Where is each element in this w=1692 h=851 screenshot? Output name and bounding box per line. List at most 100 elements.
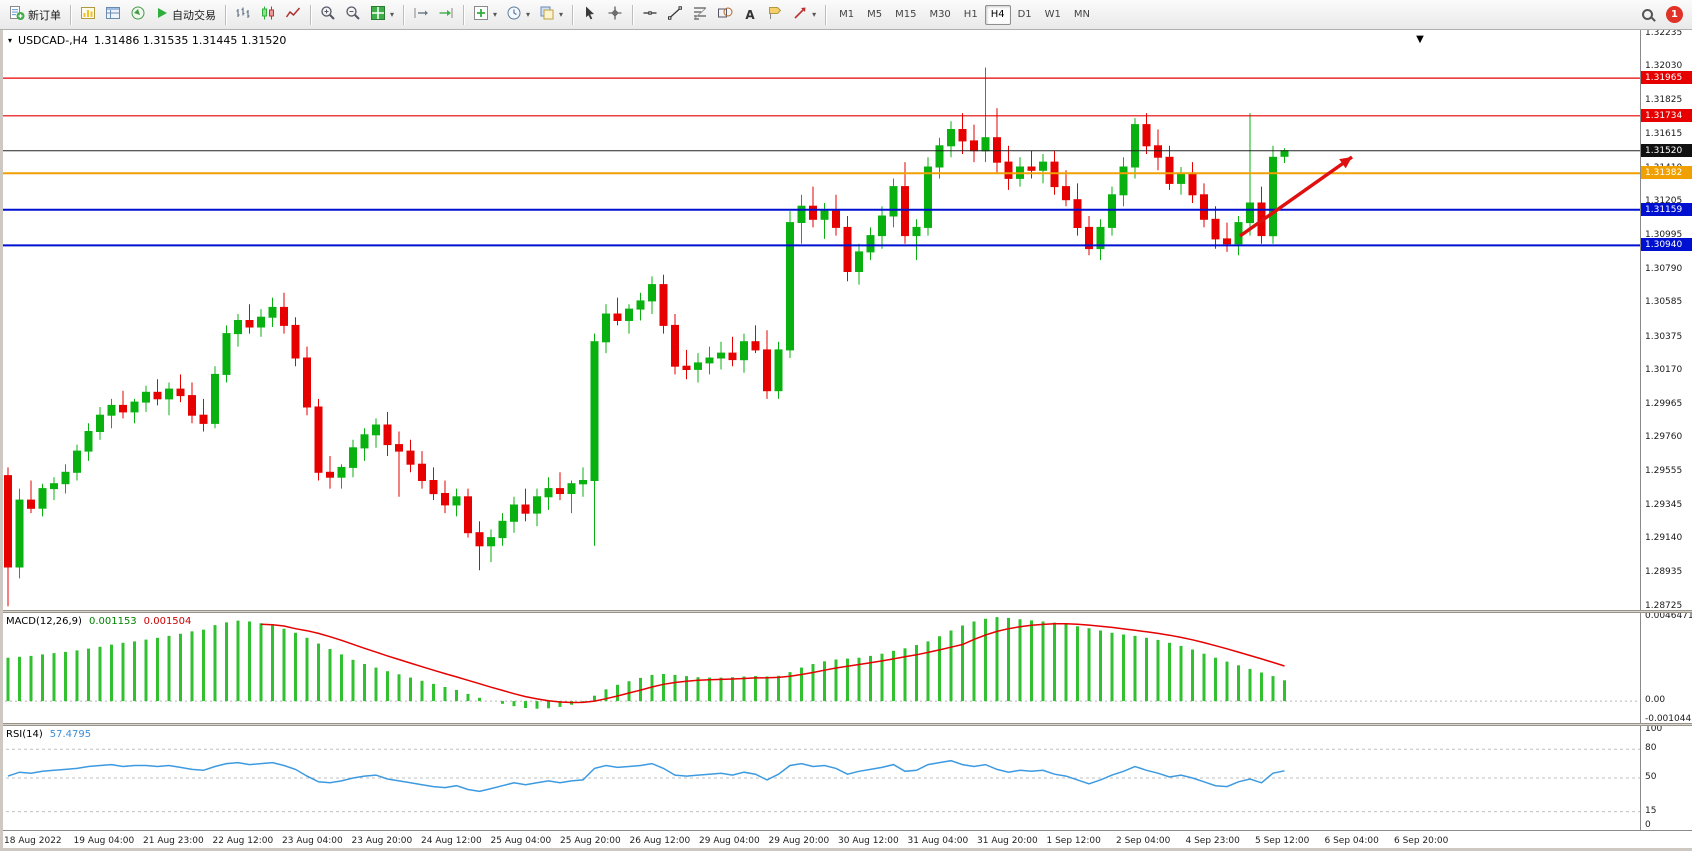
navigator-icon xyxy=(130,5,146,25)
time-axis-label: 31 Aug 04:00 xyxy=(907,836,969,846)
timeframe-d1-button[interactable]: D1 xyxy=(1017,9,1032,20)
time-axis-label: 21 Aug 23:00 xyxy=(143,836,204,846)
price-axis-label: 1.31825 xyxy=(1645,94,1683,105)
time-axis-label: 18 Aug 2022 xyxy=(4,836,62,846)
chart-shift-icon xyxy=(413,5,429,25)
charts-profile-button[interactable] xyxy=(76,3,100,27)
auto-trading-button[interactable]: 自动交易 xyxy=(151,3,220,27)
auto-trading-label: 自动交易 xyxy=(172,8,216,22)
time-axis-label: 30 Aug 12:00 xyxy=(838,836,899,846)
price-axis-label: 1.30375 xyxy=(1645,331,1683,342)
market-watch-button[interactable] xyxy=(101,3,125,27)
toolbar-separator xyxy=(463,4,465,25)
bar-chart-button[interactable] xyxy=(231,3,255,27)
time-axis-label: 1 Sep 12:00 xyxy=(1046,836,1101,846)
trendline-button[interactable] xyxy=(663,3,687,27)
price-axis-label: 1.28725 xyxy=(1645,601,1683,611)
charts-profile-icon xyxy=(80,5,96,25)
chevron-down-icon: ▾ xyxy=(812,10,817,19)
main-chart-canvas[interactable]: ▼ xyxy=(0,30,1640,610)
navigator-button[interactable] xyxy=(126,3,150,27)
zoom-out-icon xyxy=(345,5,361,25)
line-chart-button[interactable] xyxy=(281,3,305,27)
price-badge-1.31382: 1.31382 xyxy=(1641,166,1692,179)
panel-splitter[interactable] xyxy=(0,723,1692,726)
shapes-button[interactable] xyxy=(713,3,737,27)
fibonacci-icon xyxy=(692,5,708,25)
toolbar-separator xyxy=(572,4,574,25)
bar-chart-icon xyxy=(235,5,251,25)
new-order-button[interactable]: 新订单 xyxy=(5,3,65,27)
cursor-button[interactable] xyxy=(578,3,602,27)
chevron-down-icon: ▾ xyxy=(559,10,564,19)
window-bottom-edge xyxy=(0,848,1692,851)
price-axis-label: 1.30170 xyxy=(1645,365,1683,376)
chart-ohlc-values: 1.31486 1.31535 1.31445 1.31520 xyxy=(93,34,287,47)
timeframe-m5-button[interactable]: M5 xyxy=(867,9,883,20)
rsi-line xyxy=(7,759,1285,793)
price-axis-label: 1.30995 xyxy=(1645,230,1683,241)
zoom-out-button[interactable] xyxy=(341,3,365,27)
price-axis-label: 0.0046471 xyxy=(1645,611,1692,621)
macd-signal-value: 0.001504 xyxy=(143,616,192,627)
search-icon xyxy=(1642,9,1653,20)
main-chart-panel: ▼ ▾ USDCAD-,H4 1.31486 1.31535 1.31445 1… xyxy=(0,30,1692,610)
timeframe-m1-button[interactable]: M1 xyxy=(839,9,855,20)
trend-arrow-annotation[interactable] xyxy=(1238,155,1354,238)
time-axis-label: 25 Aug 20:00 xyxy=(560,836,621,846)
price-axis-label: 1.29345 xyxy=(1645,499,1683,510)
panel-splitter[interactable] xyxy=(0,610,1692,613)
time-axis-label: 23 Aug 04:00 xyxy=(282,836,343,846)
time-axis-label: 4 Sep 23:00 xyxy=(1185,836,1240,846)
auto-scroll-icon xyxy=(438,5,454,25)
text-button[interactable]: A xyxy=(738,3,762,27)
timeframe-mn-button[interactable]: MN xyxy=(1073,9,1090,20)
templates-button[interactable]: ▾ xyxy=(535,3,567,27)
price-axis: 1.322351.320301.318251.316151.314101.312… xyxy=(1641,28,1692,830)
timeframe-m15-button[interactable]: M15 xyxy=(895,9,917,20)
price-axis-label: 15 xyxy=(1645,805,1657,816)
chart-shift-button[interactable] xyxy=(409,3,433,27)
search-button[interactable] xyxy=(1637,3,1661,27)
arrows-button[interactable]: ▾ xyxy=(788,3,820,27)
rsi-value: 57.4795 xyxy=(49,729,92,740)
time-axis-label: 25 Aug 04:00 xyxy=(490,836,552,846)
rsi-header: RSI(14) 57.4795 xyxy=(6,729,91,740)
zoom-in-button[interactable] xyxy=(316,3,340,27)
price-axis-label: 80 xyxy=(1645,743,1657,754)
text-label-button[interactable] xyxy=(763,3,787,27)
price-axis-label: 1.29965 xyxy=(1645,398,1683,409)
timeframe-w1-button[interactable]: W1 xyxy=(1044,9,1061,20)
chart-symbol-timeframe: USDCAD-,H4 xyxy=(18,34,88,47)
auto-scroll-button[interactable] xyxy=(434,3,458,27)
periods-button[interactable]: ▾ xyxy=(502,3,534,27)
horizontal-line-icon xyxy=(642,5,658,25)
rsi-canvas[interactable] xyxy=(0,726,1640,830)
crosshair-icon xyxy=(607,5,623,25)
cursor-arrow-icon xyxy=(582,5,598,25)
chart-area: ▼ ▾ USDCAD-,H4 1.31486 1.31535 1.31445 1… xyxy=(0,28,1692,851)
market-watch-icon xyxy=(105,5,121,25)
price-axis-label: 1.32235 xyxy=(1645,28,1683,38)
chevron-down-icon: ▾ xyxy=(390,10,395,19)
price-badge-1.31965: 1.31965 xyxy=(1641,71,1692,84)
macd-canvas[interactable] xyxy=(0,613,1640,723)
timeframe-toolbar: M1 M5 M15 M30 H1 H4 D1 W1 MN xyxy=(833,4,1096,25)
time-axis-label: 5 Sep 12:00 xyxy=(1255,836,1310,846)
timeframe-h4-button[interactable]: H4 xyxy=(984,4,1011,25)
fibonacci-button[interactable] xyxy=(688,3,712,27)
timeframe-h1-button[interactable]: H1 xyxy=(963,9,978,20)
notification-badge[interactable]: 1 xyxy=(1666,6,1683,23)
text-tool-icon: A xyxy=(745,7,755,22)
candlestick-chart-button[interactable] xyxy=(256,3,280,27)
rsi-panel: RSI(14) 57.4795 xyxy=(0,726,1692,830)
crosshair-button[interactable] xyxy=(603,3,627,27)
timeframe-m30-button[interactable]: M30 xyxy=(929,9,951,20)
text-label-icon xyxy=(767,5,783,25)
tile-windows-button[interactable]: ▾ xyxy=(366,3,398,27)
time-axis-label: 19 Aug 04:00 xyxy=(73,836,135,846)
line-chart-icon xyxy=(285,5,301,25)
horizontal-line-button[interactable] xyxy=(638,3,662,27)
indicators-button[interactable]: ▾ xyxy=(469,3,501,27)
